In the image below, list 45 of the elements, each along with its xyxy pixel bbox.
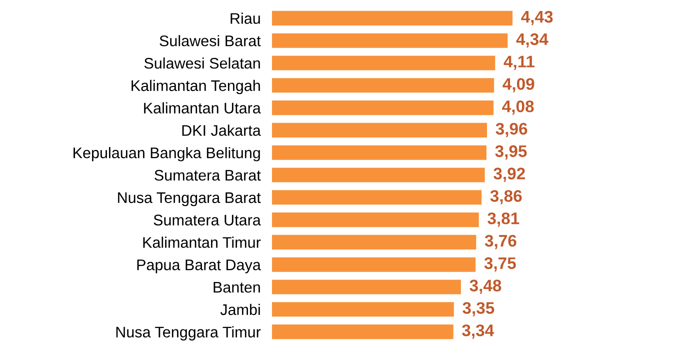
data-label: 4,34 [516, 33, 548, 48]
bar [272, 257, 476, 272]
data-label: 3,81 [488, 212, 520, 227]
data-label: 3,76 [484, 234, 516, 250]
bar [272, 122, 488, 138]
data-label: 3,92 [494, 168, 525, 182]
bar [272, 78, 494, 93]
data-label: 3,34 [462, 324, 494, 339]
y-tick-label: Sumatera Barat [154, 170, 261, 181]
y-tick-label: Kalimantan Timur [143, 236, 261, 248]
bar [272, 212, 479, 228]
bar [272, 302, 454, 317]
y-tick-label: DKI Jakarta [182, 124, 261, 136]
y-tick-label: Jambi [220, 304, 260, 316]
bar [272, 324, 454, 340]
data-label: 4,08 [502, 100, 534, 115]
data-label: 4,09 [502, 78, 534, 92]
y-tick-label: Kalimantan Tengah [132, 80, 260, 94]
y-tick-label: Sumatera Utara [154, 214, 261, 226]
data-label: 3,48 [470, 280, 502, 294]
data-label: 3,86 [490, 190, 522, 204]
y-tick-label: Riau [230, 12, 260, 24]
y-tick-label: Sulawesi Selatan [144, 57, 260, 69]
y-tick-label: Kepulauan Bangka Belitung [74, 147, 260, 162]
data-label: 3,96 [496, 122, 528, 138]
y-tick-label: Papua Barat Daya [137, 260, 261, 274]
bar [272, 10, 513, 26]
data-label: 4,11 [504, 56, 535, 70]
bar [272, 168, 485, 182]
bar [272, 234, 476, 250]
bar [272, 190, 482, 205]
y-tick-label: Nusa Tenggara Barat [118, 192, 261, 206]
y-tick-label: Sulawesi Barat [160, 35, 261, 46]
y-tick-label: Kalimantan Utara [144, 102, 261, 114]
y-tick-label: Banten [214, 282, 260, 293]
bar [272, 145, 486, 160]
bar [272, 33, 508, 48]
bar [272, 100, 494, 116]
data-label: 3,95 [495, 145, 527, 160]
data-label: 3,35 [462, 302, 494, 316]
data-label: 4,43 [521, 10, 553, 26]
data-label: 3,75 [484, 257, 516, 272]
y-tick-label: Nusa Tenggara Timur [116, 326, 261, 341]
bar [272, 56, 496, 70]
bar [272, 280, 461, 294]
